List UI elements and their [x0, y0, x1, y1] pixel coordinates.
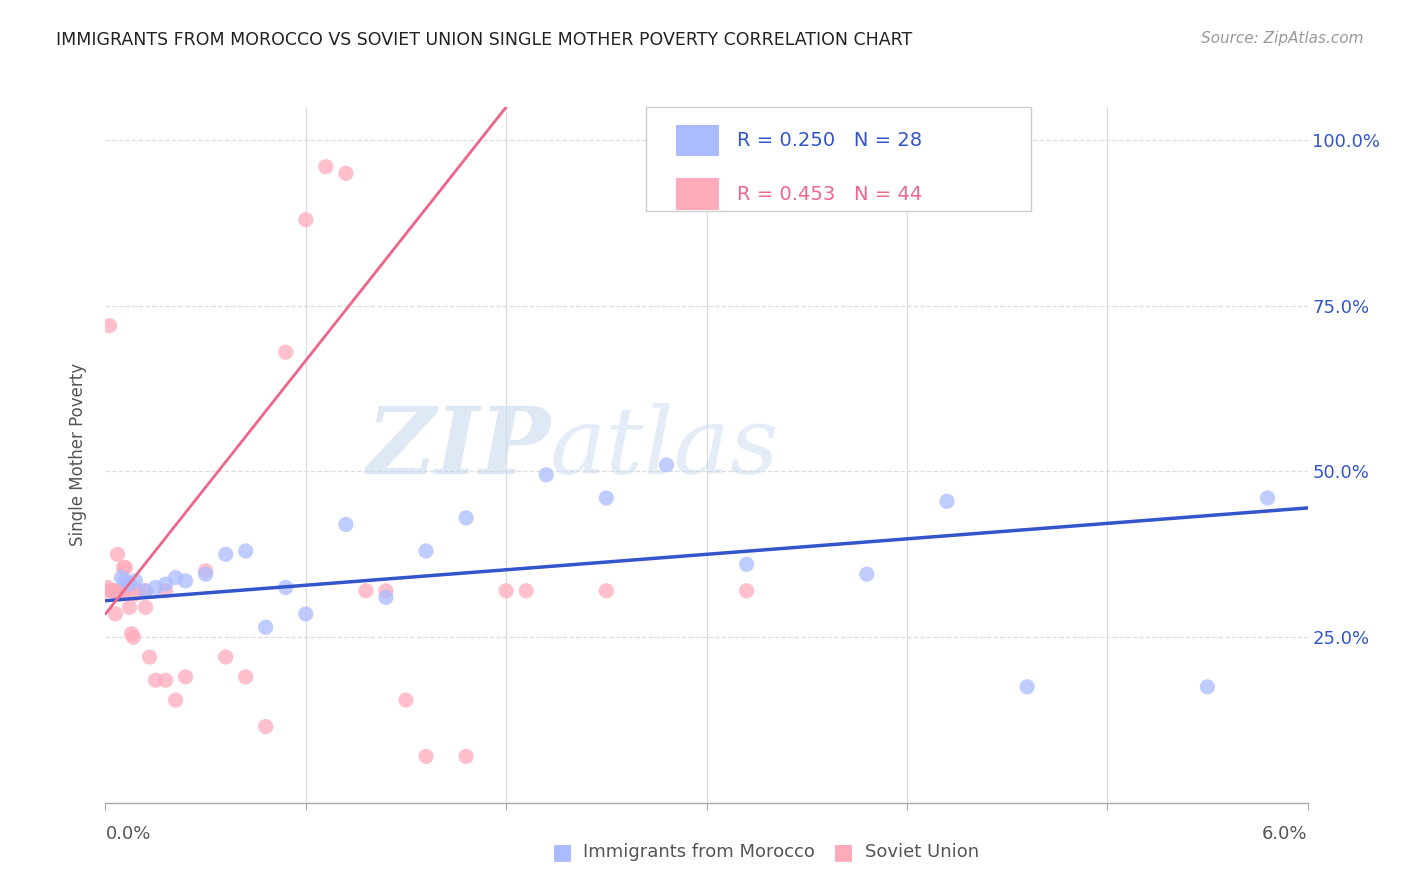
Point [1257, 491, 1279, 505]
Text: atlas: atlas [550, 403, 780, 493]
Point [374, 583, 398, 598]
Point [655, 458, 678, 472]
Point [165, 570, 187, 584]
Point [254, 620, 277, 634]
Text: ZIP: ZIP [366, 403, 550, 493]
Point [495, 583, 517, 598]
Text: 0.0%: 0.0% [105, 825, 150, 843]
Point [335, 166, 357, 180]
Point [165, 693, 187, 707]
Text: Immigrants from Morocco: Immigrants from Morocco [583, 843, 815, 861]
Point [145, 673, 167, 688]
Point [1197, 680, 1219, 694]
Point [295, 607, 318, 621]
Point [155, 577, 177, 591]
Point [534, 467, 557, 482]
FancyBboxPatch shape [676, 125, 718, 156]
Point [103, 583, 125, 598]
Point [335, 517, 357, 532]
Point [415, 749, 437, 764]
Point [374, 591, 398, 605]
Point [135, 583, 157, 598]
Point [354, 583, 377, 598]
Text: ■: ■ [834, 842, 853, 862]
Point [138, 650, 160, 665]
FancyBboxPatch shape [676, 178, 718, 210]
Point [735, 583, 758, 598]
Point [395, 693, 418, 707]
Point [112, 560, 135, 574]
Point [118, 577, 141, 591]
Point [274, 581, 297, 595]
Point [214, 650, 236, 665]
Point [114, 574, 136, 588]
Point [124, 574, 146, 588]
Point [254, 720, 277, 734]
Text: R = 0.453   N = 44: R = 0.453 N = 44 [737, 185, 922, 203]
Point [155, 583, 177, 598]
Point [595, 583, 617, 598]
Text: IMMIGRANTS FROM MOROCCO VS SOVIET UNION SINGLE MOTHER POVERTY CORRELATION CHART: IMMIGRANTS FROM MOROCCO VS SOVIET UNION … [56, 31, 912, 49]
Point [98, 318, 121, 333]
Point [454, 511, 477, 525]
Point [118, 600, 141, 615]
Point [104, 607, 127, 621]
Point [124, 587, 146, 601]
Point [110, 583, 132, 598]
Text: ■: ■ [553, 842, 572, 862]
Y-axis label: Single Mother Poverty: Single Mother Poverty [69, 363, 87, 547]
Point [595, 491, 617, 505]
Point [235, 670, 257, 684]
Point [122, 630, 145, 644]
Point [454, 749, 477, 764]
Point [110, 570, 132, 584]
Point [121, 627, 143, 641]
Point [315, 160, 337, 174]
Point [214, 547, 236, 561]
Point [235, 544, 257, 558]
Text: R = 0.250   N = 28: R = 0.250 N = 28 [737, 131, 922, 150]
Point [103, 583, 125, 598]
Point [194, 564, 217, 578]
Point [194, 567, 217, 582]
Point [135, 583, 157, 598]
Point [128, 583, 150, 598]
Point [515, 583, 537, 598]
Point [1017, 680, 1039, 694]
Point [114, 560, 136, 574]
Point [100, 583, 122, 598]
Point [735, 558, 758, 572]
Text: Source: ZipAtlas.com: Source: ZipAtlas.com [1201, 31, 1364, 46]
Point [274, 345, 297, 359]
Point [96, 583, 118, 598]
Point [107, 547, 129, 561]
Point [135, 600, 157, 615]
Point [108, 587, 131, 601]
Point [936, 494, 959, 508]
Point [855, 567, 877, 582]
Point [415, 544, 437, 558]
Point [114, 583, 136, 598]
Point [174, 670, 197, 684]
Text: Soviet Union: Soviet Union [865, 843, 979, 861]
Point [96, 581, 118, 595]
Point [174, 574, 197, 588]
Point [145, 581, 167, 595]
Point [295, 212, 318, 227]
Point [104, 583, 127, 598]
Text: 6.0%: 6.0% [1263, 825, 1308, 843]
FancyBboxPatch shape [647, 107, 1031, 211]
Point [155, 673, 177, 688]
